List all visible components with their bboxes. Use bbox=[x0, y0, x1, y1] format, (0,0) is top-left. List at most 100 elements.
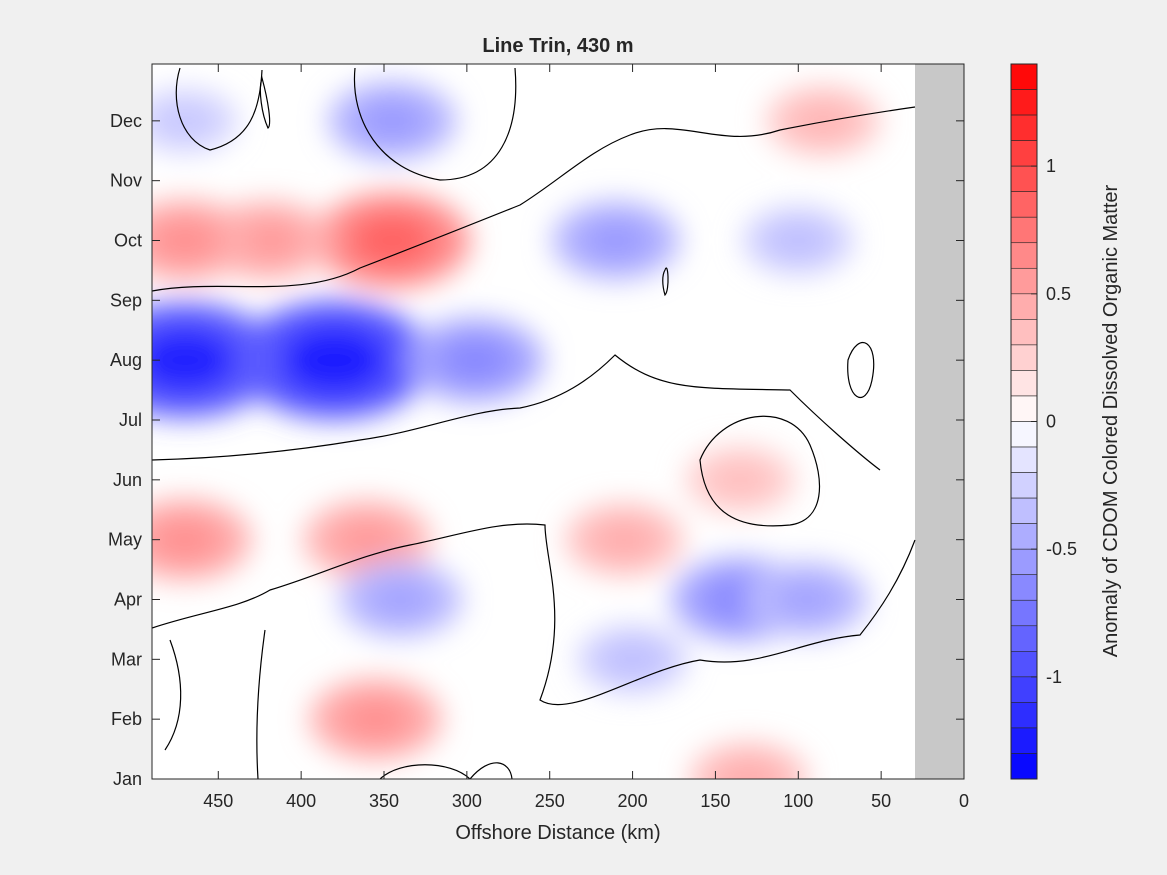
colorbar-swatch bbox=[1010, 114, 1038, 141]
colorbar-swatch bbox=[1010, 523, 1038, 550]
anomaly-core bbox=[768, 221, 828, 260]
anomaly-core bbox=[592, 519, 657, 561]
anomaly-core bbox=[792, 101, 854, 141]
colorbar-swatch bbox=[1010, 599, 1038, 627]
anomaly-core bbox=[710, 460, 770, 499]
anomaly-core bbox=[156, 102, 214, 140]
anomaly-core bbox=[152, 217, 221, 264]
zero-contour-line bbox=[152, 523, 916, 706]
colorbar-swatch bbox=[1010, 472, 1038, 499]
colorbar-swatch bbox=[1010, 421, 1038, 448]
colorbar-swatch bbox=[1010, 344, 1038, 371]
anomaly-core bbox=[350, 213, 435, 268]
colorbar-swatch bbox=[1010, 625, 1038, 652]
zero-contours bbox=[152, 67, 916, 779]
plot-background bbox=[152, 64, 964, 779]
zero-contour-line bbox=[847, 341, 875, 399]
y-axis: Jan Feb Mar Apr May Jun Jul Aug Sep Oct Nov Dec bbox=[108, 111, 964, 789]
colorbar-swatch bbox=[1010, 140, 1038, 167]
anomaly-field bbox=[152, 81, 881, 779]
zero-contour-line bbox=[175, 67, 263, 151]
colorbar: 1 0.5 0 -0.5 -1 Anomaly of CDOM Colored Diss… bbox=[1010, 63, 1122, 780]
plot-area bbox=[151, 63, 965, 780]
anomaly-core bbox=[282, 326, 386, 394]
colorbar-tick-label: -1 bbox=[1046, 667, 1062, 687]
x-tick-label: 100 bbox=[783, 791, 813, 811]
zero-contour-line bbox=[469, 762, 513, 779]
zero-contour-line bbox=[164, 639, 182, 751]
plot-border bbox=[151, 63, 965, 780]
anomaly-core bbox=[357, 98, 427, 144]
zero-contour-line bbox=[662, 267, 669, 297]
colorbar-swatch bbox=[1010, 267, 1038, 295]
y-tick-label: Apr bbox=[114, 590, 142, 610]
x-tick-label: 200 bbox=[618, 791, 648, 811]
x-tick-label: 400 bbox=[286, 791, 316, 811]
zero-contour-line bbox=[353, 67, 517, 181]
colorbar-swatch bbox=[1010, 319, 1038, 346]
anomaly-core bbox=[233, 218, 303, 263]
y-tick-label: Aug bbox=[110, 350, 142, 370]
colorbar-swatch bbox=[1010, 395, 1038, 422]
x-tick-label: 350 bbox=[369, 791, 399, 811]
x-tick-label: 150 bbox=[700, 791, 730, 811]
colorbar-ticks: 1 0.5 0 -0.5 -1 bbox=[1031, 156, 1077, 687]
y-tick-label: Oct bbox=[114, 231, 142, 251]
colorbar-swatch bbox=[1010, 370, 1038, 397]
anomaly-core bbox=[367, 578, 434, 621]
y-tick-label: Jul bbox=[119, 410, 142, 430]
anomaly-core bbox=[332, 517, 402, 562]
colorbar-swatch bbox=[1010, 446, 1038, 473]
colorbar-swatch bbox=[1010, 651, 1038, 678]
y-tick-label: Mar bbox=[111, 649, 142, 669]
anomaly-core bbox=[340, 696, 412, 743]
y-tick-label: Sep bbox=[110, 290, 142, 310]
colorbar-swatch bbox=[1010, 753, 1038, 780]
colorbar-swatch bbox=[1010, 242, 1038, 269]
zero-contour-line bbox=[256, 629, 266, 779]
colorbar-swatch bbox=[1010, 89, 1038, 116]
x-tick-label: 50 bbox=[871, 791, 891, 811]
colorbar-swatch bbox=[1010, 497, 1038, 524]
anomaly-core bbox=[602, 640, 663, 679]
colorbar-tick-label: 0 bbox=[1046, 412, 1056, 432]
colorbar-swatch bbox=[1010, 293, 1038, 320]
colorbar-tick-label: 0.5 bbox=[1046, 284, 1071, 304]
colorbar-swatch bbox=[1010, 574, 1038, 601]
anomaly-core bbox=[152, 516, 221, 563]
zero-contour-line bbox=[379, 764, 471, 779]
colorbar-label: Anomaly of CDOM Colored Dissolved Organi… bbox=[1100, 184, 1122, 657]
y-tick-label: Dec bbox=[110, 111, 142, 131]
anomaly-core bbox=[152, 327, 236, 393]
y-tick-label: Jan bbox=[113, 769, 142, 789]
colorbar-tick-label: 1 bbox=[1046, 156, 1056, 176]
colorbar-swatch bbox=[1010, 548, 1038, 576]
chart-title: Line Trin, 430 m bbox=[482, 35, 633, 57]
y-tick-label: May bbox=[108, 530, 142, 550]
colorbar-swatch bbox=[1010, 702, 1038, 729]
colorbar-swatch bbox=[1010, 191, 1038, 218]
anomaly-core bbox=[773, 578, 840, 621]
colorbar-swatch bbox=[1010, 216, 1038, 244]
x-axis-label: Offshore Distance (km) bbox=[455, 822, 660, 844]
no-data-region bbox=[915, 64, 964, 779]
zero-contour-line bbox=[259, 75, 271, 129]
y-tick-label: Jun bbox=[113, 470, 142, 490]
y-tick-label: Nov bbox=[110, 171, 142, 191]
zero-contour-line bbox=[152, 354, 881, 471]
colorbar-swatch bbox=[1010, 63, 1038, 90]
x-tick-label: 450 bbox=[203, 791, 233, 811]
y-tick-label: Feb bbox=[111, 709, 142, 729]
x-tick-label: 300 bbox=[452, 791, 482, 811]
colorbar-swatch bbox=[1010, 676, 1038, 703]
zero-contour-line bbox=[699, 415, 821, 527]
colorbar-swatch bbox=[1010, 165, 1038, 192]
anomaly-core bbox=[716, 758, 781, 779]
colorbar-swatch bbox=[1010, 727, 1038, 754]
anomaly-core bbox=[581, 218, 651, 263]
x-tick-label: 0 bbox=[959, 791, 969, 811]
x-tick-label: 250 bbox=[535, 791, 565, 811]
zero-contour-line bbox=[152, 106, 916, 292]
anomaly-core bbox=[438, 336, 513, 384]
